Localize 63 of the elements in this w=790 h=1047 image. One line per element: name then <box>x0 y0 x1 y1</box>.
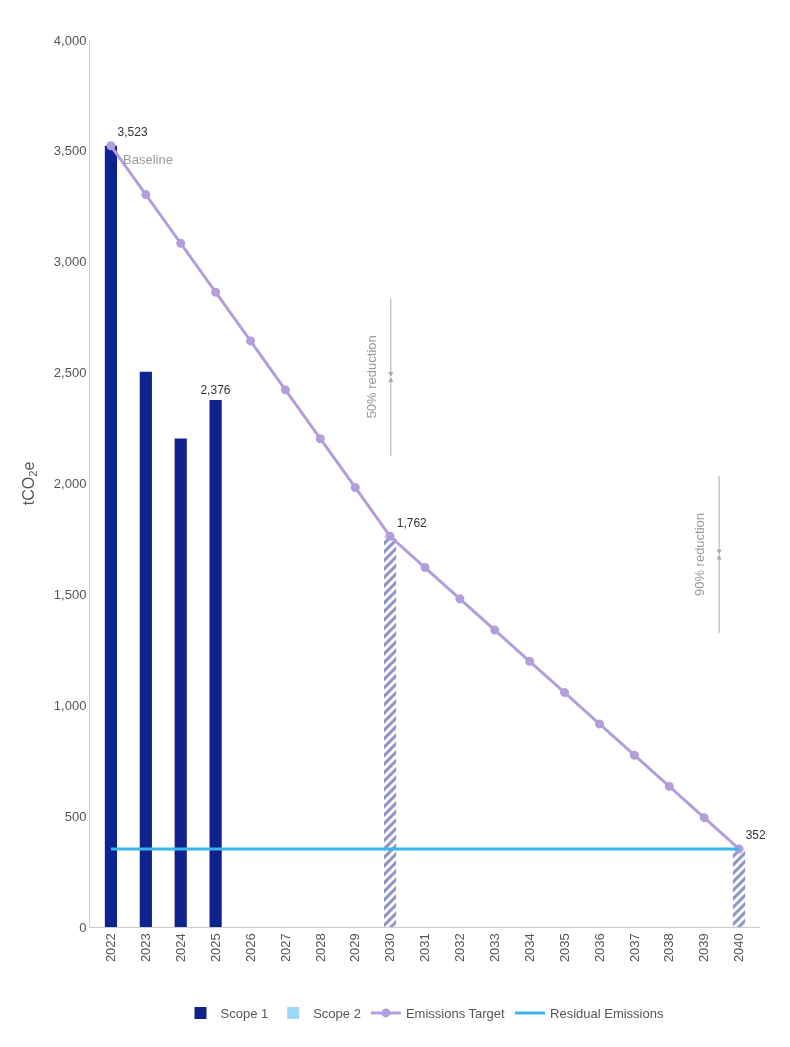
legend-label: Residual Emissions <box>550 1005 664 1021</box>
point <box>420 563 430 573</box>
x-tick-label: 2031 <box>417 933 433 963</box>
x-tick-label: 2037 <box>626 933 642 963</box>
x-tick-label: 2035 <box>556 933 572 963</box>
bar <box>174 438 187 927</box>
point <box>594 719 604 729</box>
point <box>490 625 500 635</box>
x-tick-label: 2038 <box>661 933 677 963</box>
x-tick-label: 2033 <box>487 933 503 963</box>
y-tick-label: 0 <box>79 919 87 935</box>
x-tick-label: 2040 <box>731 933 747 963</box>
x-tick-label: 2039 <box>696 933 712 963</box>
point <box>315 434 325 444</box>
point <box>350 482 360 492</box>
bar <box>139 371 152 927</box>
data-label: 3,523 <box>117 125 148 140</box>
annotation: 90% reduction <box>692 512 708 597</box>
point <box>211 287 221 297</box>
point <box>106 141 116 151</box>
annotation: Baseline <box>123 152 173 167</box>
point <box>141 190 151 200</box>
bar <box>104 145 118 927</box>
legend-label: Emissions Target <box>405 1005 506 1021</box>
x-tick-label: 2036 <box>591 933 607 963</box>
point <box>385 531 395 541</box>
point <box>664 781 674 791</box>
y-tick-label: 4,000 <box>53 32 87 48</box>
x-tick-label: 2034 <box>521 933 537 963</box>
x-tick-label: 2025 <box>207 933 223 963</box>
point <box>699 813 709 823</box>
bar <box>209 400 222 927</box>
data-label: 1,762 <box>396 515 428 530</box>
annotation: 50% reduction <box>364 335 380 419</box>
y-tick-label: 500 <box>64 808 87 824</box>
x-tick-label: 2032 <box>452 933 468 963</box>
point <box>280 385 290 395</box>
point <box>560 688 570 698</box>
bar <box>384 536 397 927</box>
point <box>629 750 639 760</box>
legend-label: Scope 2 <box>313 1005 361 1021</box>
y-tick-label: 1,500 <box>53 586 87 602</box>
x-tick-label: 2029 <box>347 933 363 963</box>
y-tick-label: 1,000 <box>53 697 87 713</box>
bar <box>732 848 746 927</box>
data-label: 2,376 <box>200 383 231 398</box>
y-tick-label: 2,500 <box>53 365 87 381</box>
x-tick-label: 2030 <box>382 933 398 963</box>
point <box>525 656 535 666</box>
point <box>246 336 256 346</box>
point <box>176 238 186 248</box>
x-tick-label: 2022 <box>103 933 119 963</box>
x-tick-label: 2026 <box>242 933 258 963</box>
point <box>455 594 465 604</box>
legend-label: Scope 1 <box>220 1005 269 1021</box>
x-tick-label: 2027 <box>277 933 293 963</box>
x-tick-label: 2024 <box>172 933 188 963</box>
x-tick-label: 2028 <box>312 933 328 963</box>
y-tick-label: 3,000 <box>53 254 87 270</box>
x-tick-label: 2023 <box>138 933 154 963</box>
data-label: 352 <box>745 828 767 843</box>
y-tick-label: 2,000 <box>53 476 87 492</box>
y-tick-label: 3,500 <box>53 143 87 159</box>
